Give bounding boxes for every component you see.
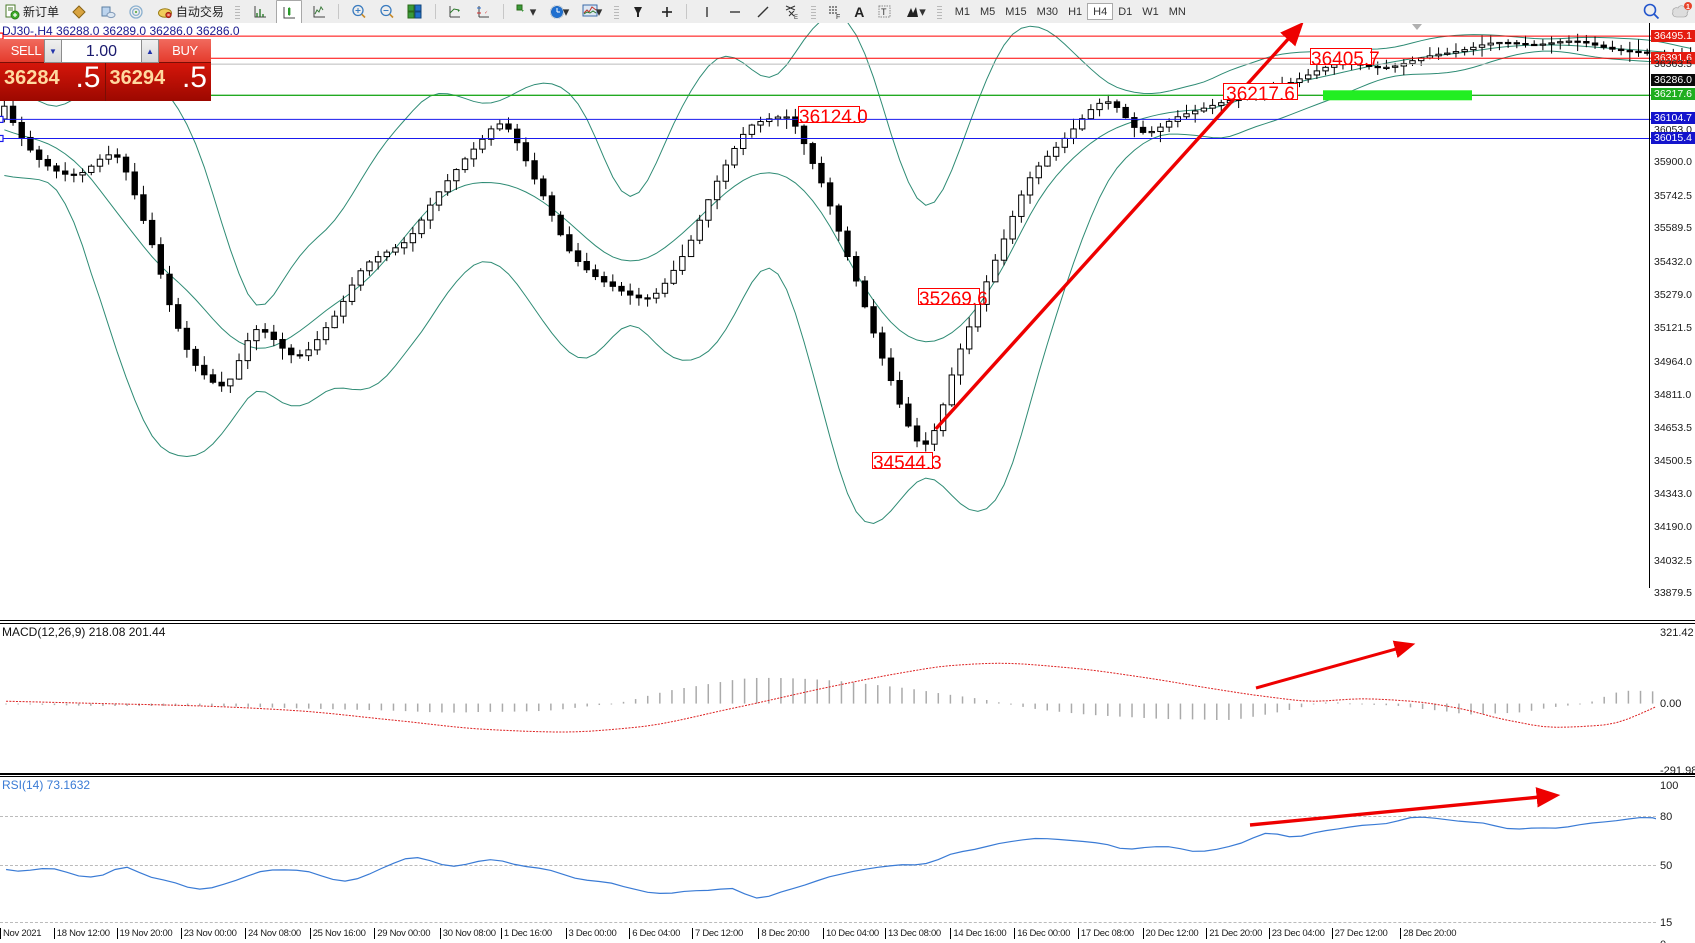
svg-text:T: T <box>881 7 887 17</box>
svg-text:F: F <box>836 14 840 19</box>
svg-text:E: E <box>794 15 798 20</box>
svg-text:1: 1 <box>1686 4 1690 11</box>
